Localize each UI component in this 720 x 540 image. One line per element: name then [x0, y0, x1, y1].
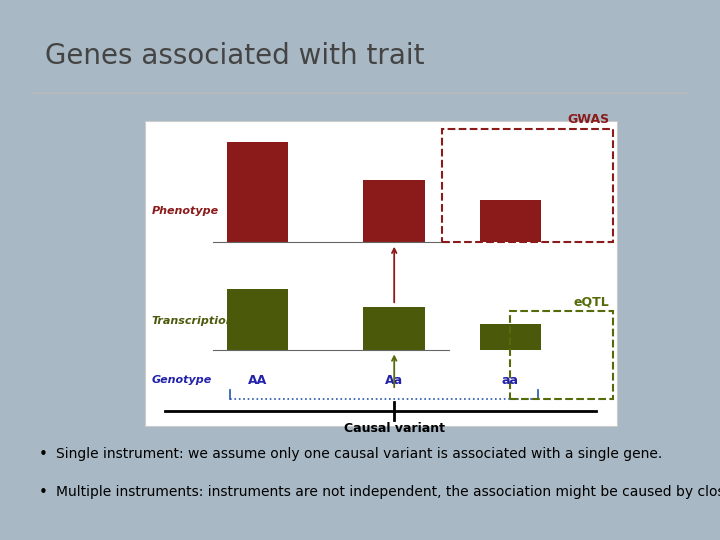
Text: AA: AA	[248, 374, 267, 387]
Text: •: •	[39, 485, 48, 501]
Text: Genes associated with trait: Genes associated with trait	[45, 42, 425, 70]
Bar	[510, 311, 613, 399]
Text: Causal variant: Causal variant	[343, 422, 445, 435]
Bar	[364, 307, 425, 349]
Bar	[145, 122, 616, 427]
Text: Phenotype: Phenotype	[151, 206, 218, 216]
Text: Transcription: Transcription	[151, 316, 234, 326]
Bar	[442, 129, 613, 242]
Bar	[227, 288, 288, 349]
Bar	[227, 141, 288, 242]
Text: Aa: Aa	[385, 374, 403, 387]
Bar	[480, 200, 541, 242]
Text: eQTL: eQTL	[574, 295, 610, 308]
Bar	[480, 324, 541, 349]
Text: Genotype: Genotype	[151, 375, 212, 386]
Text: Multiple instruments: instruments are not independent, the association might be : Multiple instruments: instruments are no…	[55, 485, 720, 500]
Text: •: •	[39, 447, 48, 462]
Text: Single instrument: we assume only one causal variant is associated with a single: Single instrument: we assume only one ca…	[55, 447, 662, 461]
Text: aa: aa	[502, 374, 519, 387]
Bar	[364, 180, 425, 242]
Text: GWAS: GWAS	[567, 113, 610, 126]
